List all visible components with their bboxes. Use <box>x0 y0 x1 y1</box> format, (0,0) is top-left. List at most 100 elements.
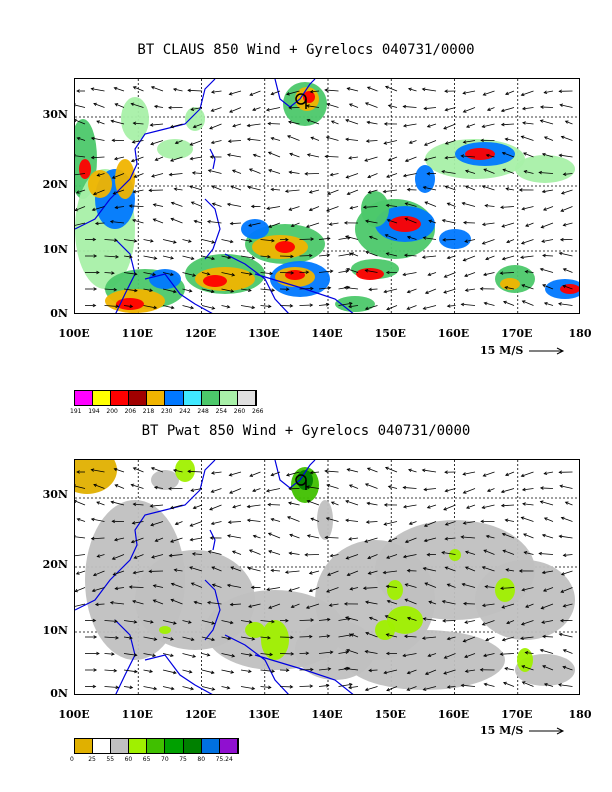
wind-arrow <box>338 682 353 687</box>
wind-arrow <box>279 635 294 640</box>
wind-arrow <box>299 684 314 688</box>
wind-arrow <box>543 301 554 306</box>
wind-arrow <box>210 471 222 475</box>
wind-arrow <box>310 517 320 522</box>
wind-arrow <box>94 602 105 607</box>
wind-arrow <box>173 187 183 191</box>
wind-arrow <box>299 651 310 656</box>
wind-arrow <box>406 616 417 621</box>
wind-arrow <box>143 620 154 624</box>
wind-arrow <box>446 636 456 641</box>
wind-arrow <box>287 516 300 522</box>
wind-arrow <box>104 287 118 292</box>
wind-arrow <box>444 185 456 191</box>
wind-arrow <box>246 137 261 142</box>
wind-arrow <box>481 123 495 129</box>
colorbar-swatch <box>183 739 202 753</box>
wind-arrow <box>464 239 476 243</box>
wind-arrow <box>250 585 261 590</box>
wind-arrow <box>189 521 203 527</box>
wind-arrow <box>422 566 437 572</box>
wind-arrow <box>461 582 476 588</box>
wind-arrow <box>364 537 378 543</box>
wind-arrow <box>446 202 456 207</box>
coastline-path <box>204 198 221 260</box>
wind-arrow <box>290 222 300 228</box>
wind-arrow <box>403 634 417 639</box>
colorbar-swatch <box>165 739 184 753</box>
wind-arrow <box>112 189 125 195</box>
wind-arrow <box>110 119 125 125</box>
wind-arrow <box>123 620 138 624</box>
wind-arrow <box>152 599 164 605</box>
wind-arrow <box>366 86 378 92</box>
wind-arrow <box>522 121 534 125</box>
wind-arrow <box>209 155 222 159</box>
wind-arrow <box>330 501 339 506</box>
wind-arrow <box>539 267 554 273</box>
wind-arrow <box>228 90 242 96</box>
wind-arrow <box>221 288 235 293</box>
wind-arrow <box>91 206 105 212</box>
wind-arrow <box>442 238 456 242</box>
wind-arrow <box>248 168 261 174</box>
wind-arrow <box>93 483 105 489</box>
wind-arrow <box>382 570 398 575</box>
lat-label: 30N <box>42 488 68 501</box>
wind-arrow <box>169 504 183 510</box>
wind-arrow <box>462 488 476 494</box>
wind-arrow <box>383 503 398 507</box>
wind-arrow <box>366 120 378 125</box>
wind-arrow <box>364 268 378 273</box>
wind-arrow <box>90 155 105 160</box>
wind-arrow <box>383 122 398 126</box>
colorbar-label: 218 <box>142 408 155 415</box>
colorbar-label: 206 <box>124 408 137 415</box>
wind-arrow <box>460 683 476 688</box>
cloud-region <box>415 165 435 193</box>
wind-arrow <box>182 669 193 674</box>
wind-arrow <box>192 123 203 129</box>
wind-arrow <box>444 536 456 541</box>
wind-arrow <box>90 536 105 541</box>
wind-arrow <box>299 667 314 672</box>
wind-arrow <box>386 305 398 311</box>
lat-label: 0N <box>50 687 68 700</box>
wind-arrow <box>110 500 125 506</box>
wind-arrow <box>240 272 253 276</box>
wind-arrow <box>387 104 398 108</box>
wind-arrow <box>500 488 515 494</box>
colorbar-label: 75 <box>179 756 187 763</box>
wind-arrow <box>182 636 195 641</box>
wind-arrow <box>247 566 261 572</box>
wind-arrow <box>540 222 554 229</box>
wind-arrow <box>383 669 398 675</box>
wind-arrow <box>170 537 183 543</box>
wind-arrow <box>521 587 534 592</box>
wind-arrow <box>483 653 495 658</box>
cloud-region <box>515 155 575 183</box>
wind-arrow <box>299 270 310 275</box>
wind-arrow <box>520 516 534 522</box>
wind-arrow <box>343 667 359 671</box>
wind-arrow <box>422 617 437 621</box>
pwat-region <box>475 560 575 640</box>
wind-arrow <box>85 303 97 308</box>
wind-arrow <box>154 156 164 161</box>
wind-arrow <box>338 252 353 257</box>
wind-arrow <box>201 239 216 244</box>
wind-arrow <box>402 173 417 178</box>
wind-arrow <box>114 484 125 489</box>
wind-arrow <box>462 471 476 476</box>
cloud-region <box>79 159 91 179</box>
wind-arrow <box>365 219 378 224</box>
wind-arrow <box>174 140 183 145</box>
wind-arrow <box>267 151 281 158</box>
wind-arrow <box>290 603 300 609</box>
wind-arrow <box>148 188 164 193</box>
wind-arrow <box>231 550 242 555</box>
wind-arrow <box>132 189 144 194</box>
wind-arrow <box>483 301 495 306</box>
wind-arrow <box>501 603 515 609</box>
wind-arrow <box>343 286 359 290</box>
